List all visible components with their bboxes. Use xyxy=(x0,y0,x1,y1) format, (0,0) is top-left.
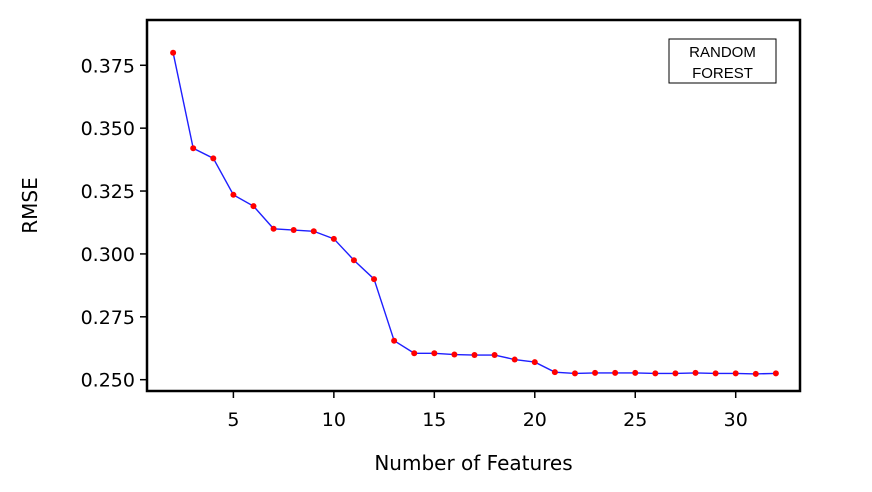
data-point xyxy=(250,203,257,210)
annotation-box: RANDOM FOREST xyxy=(668,38,777,84)
x-tick-label: 5 xyxy=(227,409,239,431)
data-point xyxy=(391,337,398,344)
data-point xyxy=(652,370,659,377)
x-tick-label: 30 xyxy=(724,409,748,431)
data-point xyxy=(371,276,378,283)
y-tick-label: 0.350 xyxy=(81,118,135,140)
x-tick-label: 10 xyxy=(322,409,346,431)
data-point xyxy=(230,191,237,198)
annotation-frame xyxy=(668,38,777,84)
data-point xyxy=(511,356,518,363)
series-marker-layer xyxy=(170,49,779,377)
y-tick-label: 0.300 xyxy=(81,244,135,266)
data-point xyxy=(612,369,619,376)
x-axis-ticks: 5 10 15 20 25 30 xyxy=(227,391,748,431)
y-tick-label: 0.325 xyxy=(81,181,135,203)
data-point xyxy=(210,155,217,162)
data-point xyxy=(471,352,478,359)
data-point xyxy=(431,350,438,357)
series-line xyxy=(172,52,776,375)
x-axis-title: Number of Features xyxy=(374,451,572,475)
data-point xyxy=(732,370,739,377)
x-tick-label: 20 xyxy=(523,409,547,431)
data-point xyxy=(632,369,639,376)
data-point xyxy=(491,352,498,359)
data-point xyxy=(772,370,779,377)
data-point xyxy=(692,369,699,376)
data-point xyxy=(712,370,719,377)
y-tick-label: 0.275 xyxy=(81,307,135,329)
data-point xyxy=(330,235,337,242)
data-point xyxy=(451,351,458,358)
data-point xyxy=(571,370,578,377)
data-point xyxy=(170,49,177,56)
data-point xyxy=(350,257,357,264)
series-line-layer xyxy=(172,52,776,375)
data-point xyxy=(270,225,277,232)
annotation-line-2: FOREST xyxy=(692,65,753,82)
data-point xyxy=(531,359,538,366)
data-point xyxy=(752,370,759,377)
data-point xyxy=(592,369,599,376)
y-axis-title: RMSE xyxy=(18,177,42,233)
plot-frame xyxy=(145,18,802,393)
data-point xyxy=(290,227,297,234)
y-tick-label: 0.250 xyxy=(81,370,135,392)
y-axis-ticks: 0.250 0.275 0.300 0.325 0.350 0.375 xyxy=(81,55,147,392)
annotation-line-1: RANDOM xyxy=(689,44,756,61)
data-point xyxy=(411,350,418,357)
data-point xyxy=(551,369,558,376)
x-tick-label: 15 xyxy=(422,409,446,431)
data-point xyxy=(310,228,317,235)
x-tick-label: 25 xyxy=(623,409,647,431)
data-point xyxy=(190,145,197,152)
data-point xyxy=(672,370,679,377)
y-tick-label: 0.375 xyxy=(81,55,135,77)
